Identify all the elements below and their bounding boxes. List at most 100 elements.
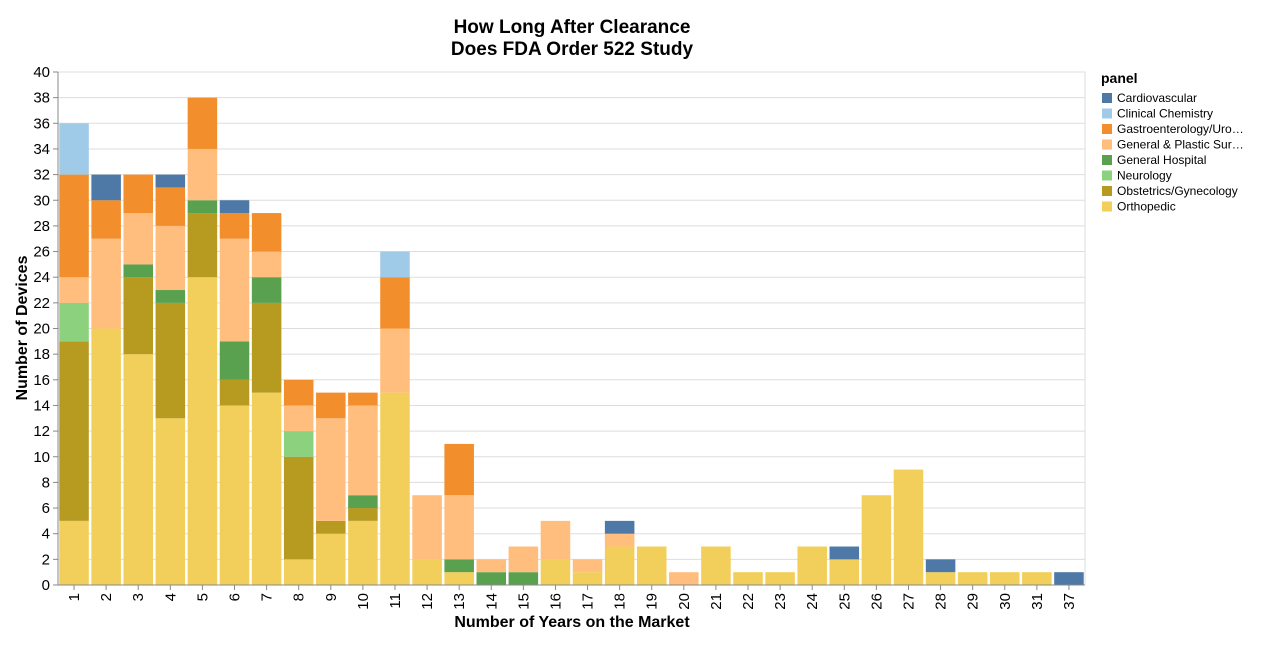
bar-segment[interactable]: Orthopedic — 17: 1	[572, 572, 603, 585]
bar-segment[interactable]: Gastroenterology/Urology — 4: 3	[155, 187, 186, 226]
bar-segment[interactable]: General & Plastic Surgery — 2: 7	[91, 238, 121, 329]
bar-segment[interactable]: General & Plastic Surgery — 17: 1	[572, 559, 603, 573]
bar-segment[interactable]: Gastroenterology/Urology — 1: 8	[59, 174, 89, 278]
bar-segment[interactable]: Orthopedic — 25: 2	[829, 559, 860, 585]
bar-segment[interactable]: General Hospital — 7: 2	[251, 277, 282, 303]
bar-segment[interactable]: Orthopedic — 18: 3	[604, 546, 635, 585]
bar-segment[interactable]: Neurology — 8: 2	[283, 431, 314, 457]
bar-segment[interactable]: General & Plastic Surgery — 16: 3	[540, 520, 571, 560]
bar-segment[interactable]: Orthopedic — 6: 14	[219, 405, 250, 585]
y-tick-label: 40	[33, 64, 50, 81]
bar-segment[interactable]: Orthopedic — 12: 2	[412, 559, 442, 585]
bar-segment[interactable]: General & Plastic Surgery — 15: 2	[508, 546, 539, 573]
bar-segment[interactable]: General & Plastic Surgery — 10: 7	[348, 405, 378, 496]
bar-segment[interactable]: Obstetrics/Gynecology — 5: 5	[187, 213, 218, 278]
bar-segment[interactable]: General & Plastic Surgery — 14: 1	[476, 559, 507, 573]
bar-segment[interactable]: Cardiovascular — 18: 1	[604, 520, 635, 534]
bar-segment[interactable]: Orthopedic — 19: 3	[636, 546, 667, 585]
bar-segment[interactable]: Orthopedic — 5: 24	[187, 277, 218, 585]
bar-segment[interactable]: Orthopedic — 30: 1	[990, 572, 1020, 585]
bar-segment[interactable]: Gastroenterology/Urology — 8: 2	[283, 379, 314, 406]
bar-segment[interactable]: Obstetrics/Gynecology — 10: 1	[348, 508, 378, 521]
bar-segment[interactable]: Orthopedic — 1: 5	[59, 520, 89, 585]
bar-segment[interactable]: Cardiovascular — 37: 1	[1054, 572, 1084, 585]
bar-segment[interactable]: Orthopedic — 16: 2	[540, 559, 571, 585]
bar-segment[interactable]: General & Plastic Surgery — 13: 5	[444, 495, 474, 560]
bar-segment[interactable]: Orthopedic — 31: 1	[1022, 572, 1052, 585]
x-tick-label: 9	[323, 593, 340, 601]
bar-segment[interactable]: General & Plastic Surgery — 12: 5	[412, 495, 442, 560]
bar-segment[interactable]: Obstetrics/Gynecology — 4: 9	[155, 302, 186, 419]
bar-segment[interactable]: Gastroenterology/Urology — 13: 4	[444, 443, 474, 496]
x-tick-label: 19	[644, 593, 661, 610]
bar-segment[interactable]: Cardiovascular — 25: 1	[829, 546, 860, 560]
bar-segment[interactable]: Orthopedic — 27: 9	[893, 469, 924, 585]
bar-segment[interactable]: Gastroenterology/Urology — 9: 2	[316, 392, 346, 419]
bar-segment[interactable]: General Hospital — 3: 1	[123, 264, 153, 278]
bar-segment[interactable]: General & Plastic Surgery — 7: 2	[251, 251, 282, 278]
bar-segment[interactable]: Cardiovascular — 4: 1	[155, 174, 186, 188]
bar-segment[interactable]: Gastroenterology/Urology — 3: 3	[123, 174, 153, 214]
bar-segment[interactable]: Gastroenterology/Urology — 7: 3	[251, 213, 282, 252]
bar-segment[interactable]: Gastroenterology/Urology — 2: 3	[91, 200, 121, 239]
bar-segment[interactable]: General & Plastic Surgery — 8: 2	[283, 405, 314, 432]
bar-segment[interactable]: Orthopedic — 11: 15	[380, 392, 410, 585]
bar-segment[interactable]: General Hospital — 4: 1	[155, 290, 186, 303]
bar-segment[interactable]: General & Plastic Surgery — 4: 5	[155, 225, 186, 291]
bar-segment[interactable]: Orthopedic — 7: 15	[251, 392, 282, 585]
bar-segment[interactable]: Orthopedic — 8: 2	[283, 559, 314, 585]
bar-segment[interactable]: Orthopedic — 21: 3	[701, 546, 731, 585]
bar-segment[interactable]: General Hospital — 5: 1	[187, 200, 218, 214]
bar-segment[interactable]: Cardiovascular — 6: 1	[219, 200, 250, 214]
bar-segment[interactable]: Orthopedic — 2: 20	[91, 328, 121, 586]
bar-segment[interactable]: Obstetrics/Gynecology — 8: 8	[283, 456, 314, 560]
bar-segment[interactable]: Orthopedic — 3: 18	[123, 354, 153, 585]
y-tick-label: 2	[42, 551, 50, 568]
bar-segment[interactable]: Orthopedic — 29: 1	[957, 572, 988, 585]
bar-segment[interactable]: General & Plastic Surgery — 1: 2	[59, 277, 89, 303]
bar-segment[interactable]: General & Plastic Surgery — 3: 4	[123, 213, 153, 265]
x-tick-label: 7	[259, 593, 276, 601]
bar-segment[interactable]: Gastroenterology/Urology — 6: 2	[219, 213, 250, 239]
bar-segment[interactable]: Orthopedic — 24: 3	[797, 546, 827, 585]
bar-segment[interactable]: Clinical Chemistry — 1: 4	[59, 123, 89, 175]
x-tick-label: 28	[933, 593, 950, 610]
bar-segment[interactable]: Orthopedic — 4: 13	[155, 418, 186, 585]
bar-segment[interactable]: Neurology — 1: 3	[59, 302, 89, 342]
chart-title-line-2: Does FDA Order 522 Study	[451, 39, 694, 60]
bar-segment[interactable]: General & Plastic Surgery — 6: 8	[219, 238, 250, 342]
y-tick-label: 10	[33, 449, 50, 466]
x-axis-title: Number of Years on the Market	[454, 614, 690, 631]
bar-segment[interactable]: General & Plastic Surgery — 20: 1	[669, 572, 699, 585]
bar-segment[interactable]: General Hospital — 13: 1	[444, 559, 474, 573]
bar-segment[interactable]: Orthopedic — 13: 1	[444, 572, 474, 585]
bar-segment[interactable]: Obstetrics/Gynecology — 1: 14	[59, 341, 89, 521]
bar-segment[interactable]: Gastroenterology/Urology — 10: 1	[348, 392, 378, 406]
legend-swatch	[1102, 108, 1112, 119]
bar-segment[interactable]: Orthopedic — 10: 5	[348, 520, 378, 585]
bar-segment[interactable]: Cardiovascular — 2: 2	[91, 174, 121, 201]
bar-segment[interactable]: Orthopedic — 28: 1	[925, 572, 956, 585]
bar-segment[interactable]: Obstetrics/Gynecology — 7: 7	[251, 302, 282, 393]
bar-segment[interactable]: Gastroenterology/Urology — 5: 4	[187, 97, 218, 149]
bar-segment[interactable]: General & Plastic Surgery — 9: 8	[316, 418, 346, 521]
bar-segment[interactable]: General Hospital — 10: 1	[348, 495, 378, 509]
bar-segment[interactable]: Orthopedic — 22: 1	[733, 572, 763, 585]
bar-segment[interactable]: General & Plastic Surgery — 11: 5	[380, 328, 410, 393]
bar-segment[interactable]: Obstetrics/Gynecology — 6: 2	[219, 379, 250, 406]
bar-segment[interactable]: Orthopedic — 26: 7	[861, 495, 892, 585]
bar-segment[interactable]: General Hospital — 15: 1	[508, 572, 539, 585]
bar-segment[interactable]: Gastroenterology/Urology — 11: 4	[380, 277, 410, 329]
y-tick-label: 24	[33, 269, 50, 286]
bar-segment[interactable]: General Hospital — 6: 3	[219, 341, 250, 380]
bar-segment[interactable]: Obstetrics/Gynecology — 9: 1	[316, 520, 346, 534]
bar-segment[interactable]: General Hospital — 14: 1	[476, 572, 507, 585]
bar-segment[interactable]: General & Plastic Surgery — 5: 4	[187, 148, 218, 201]
bar-segment[interactable]: Orthopedic — 23: 1	[765, 572, 795, 585]
bar-segment[interactable]: Cardiovascular — 28: 1	[925, 559, 956, 573]
x-tick-label: 24	[804, 593, 821, 610]
bar-segment[interactable]: Obstetrics/Gynecology — 3: 6	[123, 277, 153, 355]
bar-segment[interactable]: General & Plastic Surgery — 18: 1	[604, 533, 635, 547]
bar-segment[interactable]: Clinical Chemistry — 11: 2	[380, 251, 410, 278]
bar-segment[interactable]: Orthopedic — 9: 4	[316, 533, 346, 585]
